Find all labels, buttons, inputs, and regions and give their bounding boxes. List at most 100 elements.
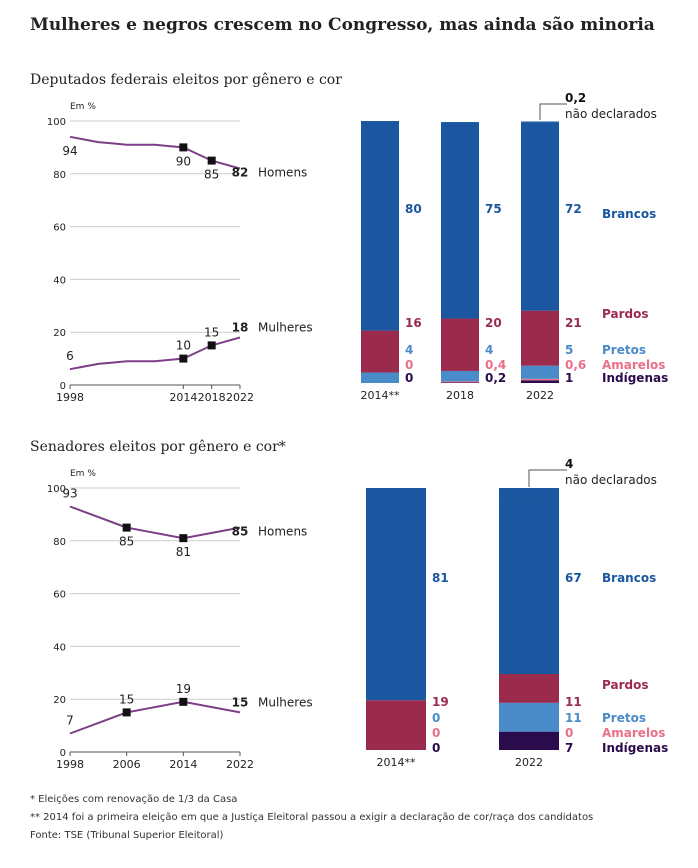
line1-data-label: 6 [66, 349, 74, 363]
bar2-value-label: 11 [565, 711, 582, 725]
bar1-segment-amarelos [521, 378, 559, 381]
line2-y-tick-label: 60 [53, 590, 66, 601]
line2-x-tick-label: 2014 [169, 758, 197, 771]
bar1-segment-nodeclarados [521, 121, 559, 123]
bar1-segment-brancos [361, 121, 399, 331]
bar2-value-label: 0 [432, 711, 440, 725]
line1-title: Deputados federais eleitos por gênero e … [30, 72, 342, 88]
bar2-value-label: 67 [565, 571, 582, 585]
bar2-value-label: 7 [565, 741, 573, 755]
line2-series-line-homens [69, 505, 241, 540]
line2-x-tick-label: 2022 [226, 758, 254, 771]
line2-x-tick-label: 2006 [113, 758, 141, 771]
line1-series-name-label: Homens [258, 166, 307, 180]
line2-unit-label: Em % [70, 469, 96, 479]
footnote-2: ** 2014 foi a primeira eleição em que a … [30, 812, 593, 823]
bar1-segment-pretos [441, 370, 479, 382]
bar1-legend-pretos: Pretos [602, 343, 646, 357]
line2-end-value-label: 15 [232, 695, 249, 709]
bar1-value-label: 0,6 [565, 358, 586, 372]
line2-data-label: 93 [62, 486, 77, 500]
line1-data-marker [179, 354, 188, 363]
bar1-segment-pardos [441, 318, 479, 371]
bar1-callout-leader [539, 103, 567, 120]
bar2-legend-brancos: Brancos [602, 571, 656, 585]
bar2-callout-value: 4 [565, 457, 573, 471]
line1-unit-label: Em % [70, 102, 96, 112]
line2-data-label: 85 [119, 535, 134, 549]
line2-series-name-label: Homens [258, 525, 307, 539]
bar1-value-label: 20 [485, 316, 502, 330]
line1-data-label: 90 [176, 154, 191, 168]
bar1-legend-brancos: Brancos [602, 207, 656, 221]
bar1-value-label: 0,4 [485, 358, 506, 372]
bar1-value-label: 5 [565, 343, 573, 357]
bar1-value-label: 0,2 [485, 371, 506, 385]
bar1-segment-indgenas [441, 382, 479, 383]
line1-data-label: 10 [176, 339, 191, 353]
line2-data-label: 7 [66, 714, 74, 728]
line2-data-marker [179, 534, 188, 543]
line2-data-marker [122, 523, 131, 532]
line1-y-tick-label: 0 [60, 381, 66, 392]
bar2-value-label: 81 [432, 571, 449, 585]
line1-x-tick-label: 1998 [56, 391, 84, 404]
footnote-1: * Eleições com renovação de 1/3 da Casa [30, 794, 237, 805]
bar1-value-label: 0 [405, 358, 413, 372]
bar1-segment-amarelos [441, 381, 479, 383]
chart-layer: Deputados federais eleitos por gênero e … [30, 72, 668, 771]
bar2-value-label: 19 [432, 695, 449, 709]
line1-x-tick-label: 2014 [169, 391, 197, 404]
bar1-segment-pardos [521, 310, 559, 366]
line2-x-tick-label: 1998 [56, 758, 84, 771]
line1-series-name-label: Mulheres [258, 320, 313, 334]
line2-data-label: 15 [119, 692, 134, 706]
line2-y-tick-label: 80 [53, 537, 66, 548]
source-note: Fonte: TSE (Tribunal Superior Eleitoral) [30, 830, 224, 841]
line2-data-label: 19 [176, 682, 191, 696]
line2-y-tick-label: 100 [47, 484, 66, 495]
bar2-category-label: 2022 [515, 756, 543, 769]
bar2-segment-pardos [499, 674, 559, 703]
line1-y-tick-label: 40 [53, 275, 66, 286]
bar1-value-label: 72 [565, 202, 582, 216]
bar2-segment-nodeclarados [499, 488, 559, 499]
bar2-legend-indgenas: Indígenas [602, 741, 668, 755]
line2-data-marker [122, 708, 131, 717]
line1-data-marker [179, 143, 188, 152]
bar1-segment-pretos [521, 365, 559, 379]
chart-title: Mulheres e negros crescem no Congresso, … [30, 15, 655, 35]
line2-y-tick-label: 0 [60, 748, 66, 759]
bar2-segment-brancos [366, 488, 426, 701]
bar2-segment-brancos [499, 498, 559, 675]
bar2-category-label: 2014** [377, 756, 416, 769]
line1-data-label: 85 [204, 168, 219, 182]
line1-y-tick-label: 80 [53, 170, 66, 181]
bar1-segment-brancos [521, 122, 559, 311]
bar1-value-label: 4 [485, 343, 493, 357]
bar2-value-label: 11 [565, 695, 582, 709]
bar1-value-label: 0 [405, 371, 413, 385]
bar2-segment-pardos [366, 700, 426, 750]
line2-end-value-label: 85 [232, 525, 249, 539]
bar1-segment-pretos [361, 372, 399, 383]
bar1-segment-pardos [361, 330, 399, 373]
line1-x-tick-label: 2018 [198, 391, 226, 404]
bar1-segment-brancos [441, 122, 479, 319]
line1-y-tick-label: 100 [47, 117, 66, 128]
line1-x-tick-label: 2022 [226, 391, 254, 404]
line1-y-tick-label: 20 [53, 328, 66, 339]
bar2-callout-leader [528, 469, 567, 487]
line2-series-line-mulheres [69, 700, 241, 735]
bar2-value-label: 0 [432, 726, 440, 740]
line1-end-value-label: 18 [232, 320, 249, 334]
bar1-legend-amarelos: Amarelos [602, 358, 665, 372]
line1-end-value-label: 82 [232, 166, 249, 180]
bar1-value-label: 16 [405, 316, 422, 330]
bar2-value-label: 0 [565, 726, 573, 740]
line1-data-marker [207, 156, 216, 165]
line2-title: Senadores eleitos por gênero e cor* [30, 439, 286, 455]
bar1-category-label: 2022 [526, 389, 554, 402]
line1-data-marker [207, 341, 216, 350]
